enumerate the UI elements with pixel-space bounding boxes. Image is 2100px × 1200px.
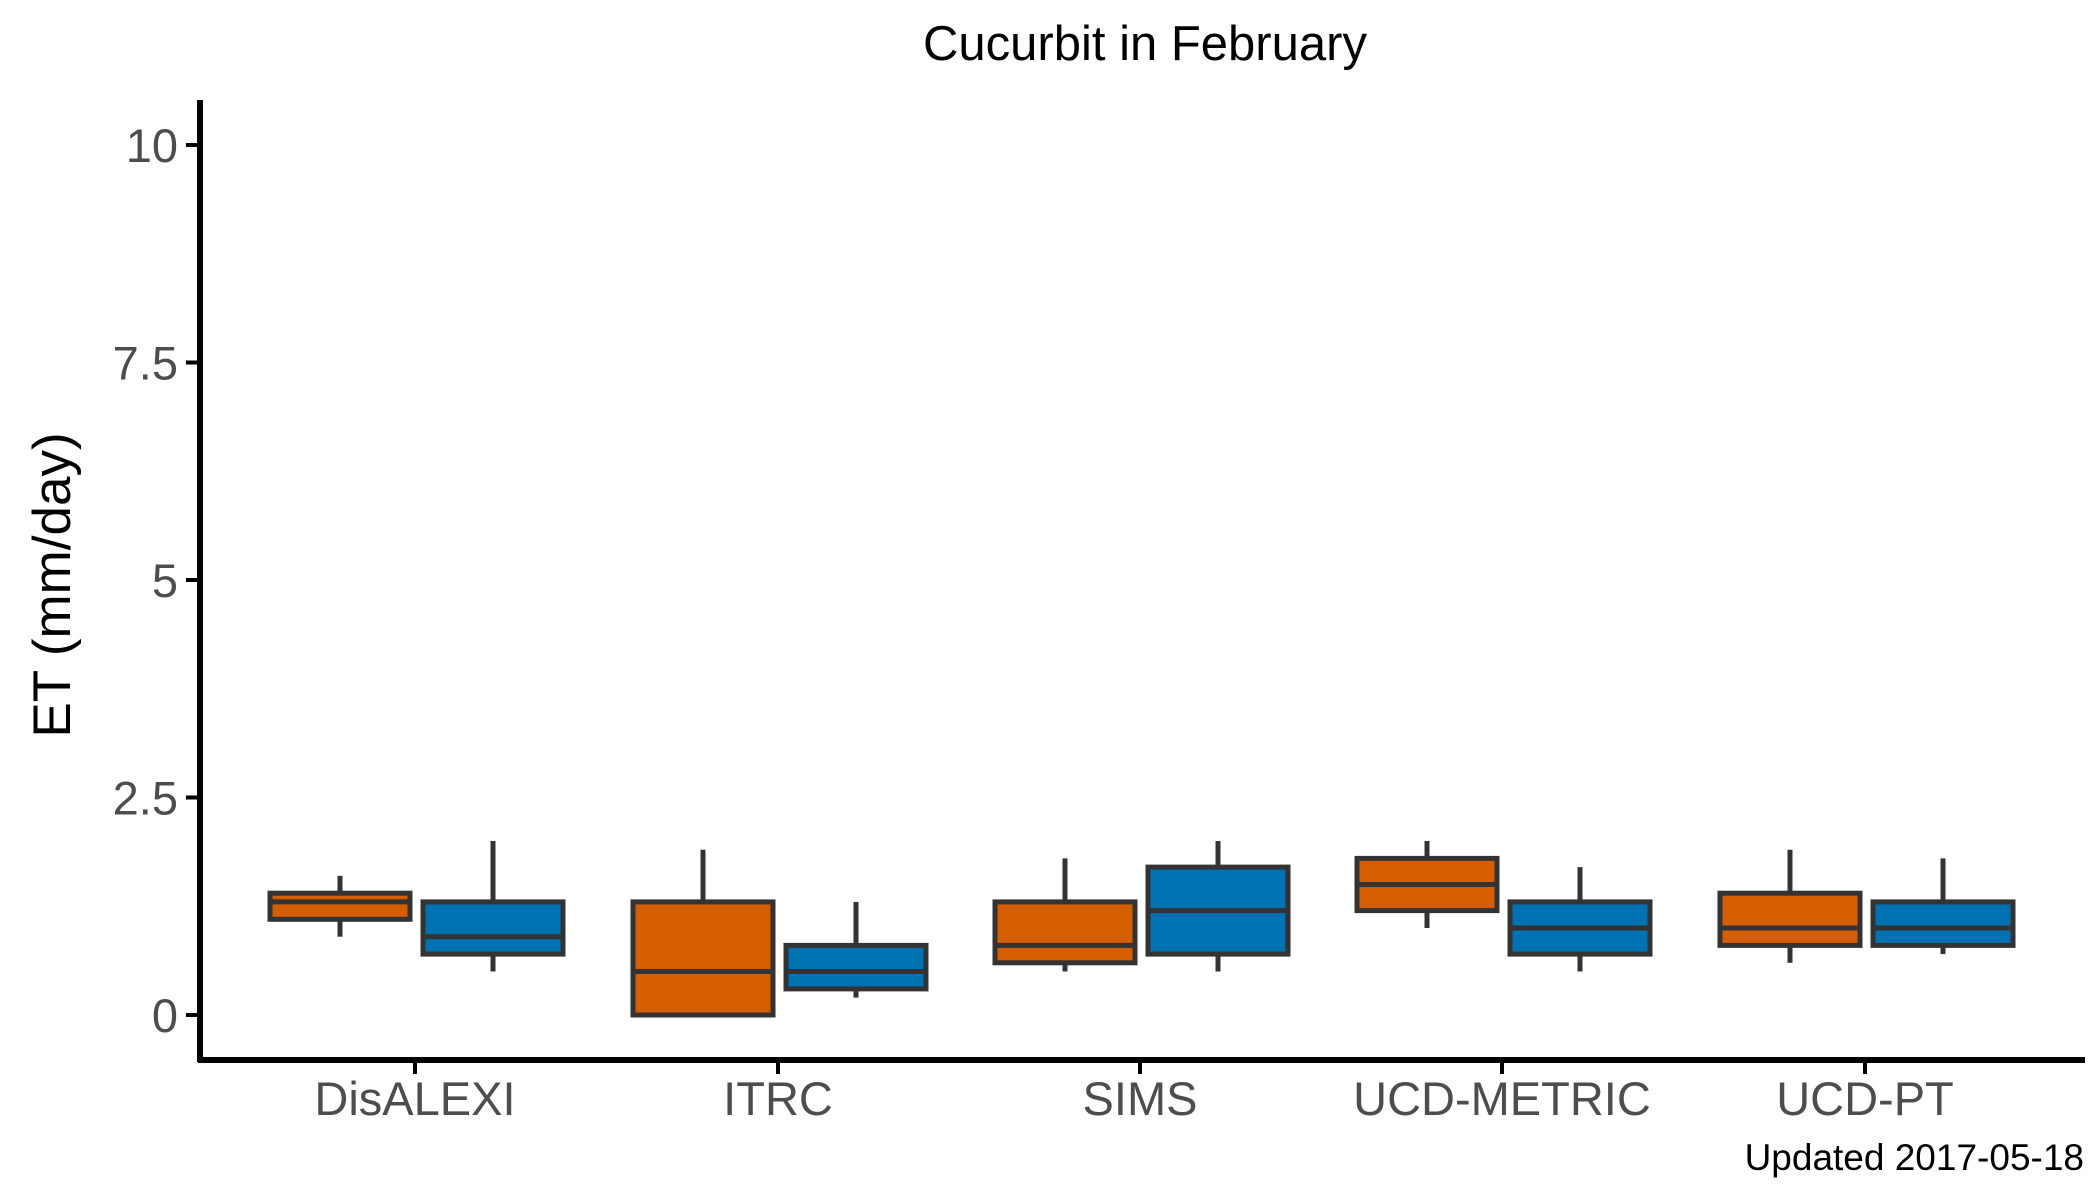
chart-title: Cucurbit in February	[923, 17, 1367, 71]
plot-area: 0 2.5 5 7.5 10 DisALEXI ITRC SIMS UCD-METRIC UCD-…	[113, 100, 2085, 1125]
y-tick-label: 7.5	[113, 337, 178, 390]
box-iqr	[1717, 890, 1863, 948]
x-tick-label: SIMS	[1083, 1072, 1198, 1125]
y-tick-label: 10	[126, 119, 178, 172]
updated-footnote: Updated 2017-05-18	[1745, 1137, 2084, 1178]
box-iqr	[783, 942, 929, 992]
y-tick-label: 5	[152, 554, 178, 607]
box-iqr	[267, 890, 413, 922]
y-tick-label: 2.5	[113, 772, 178, 825]
y-axis-title: ET (mm/day)	[23, 432, 82, 737]
box-iqr	[1870, 899, 2016, 948]
box-iqr	[630, 899, 776, 1018]
x-tick-label: UCD-METRIC	[1353, 1072, 1651, 1125]
x-tick-label: DisALEXI	[314, 1072, 515, 1125]
x-tick-label: UCD-PT	[1776, 1072, 1954, 1125]
box-iqr	[992, 899, 1138, 966]
y-tick-label: 0	[152, 989, 178, 1042]
box-iqr	[420, 899, 566, 957]
x-tick-label: ITRC	[723, 1072, 833, 1125]
